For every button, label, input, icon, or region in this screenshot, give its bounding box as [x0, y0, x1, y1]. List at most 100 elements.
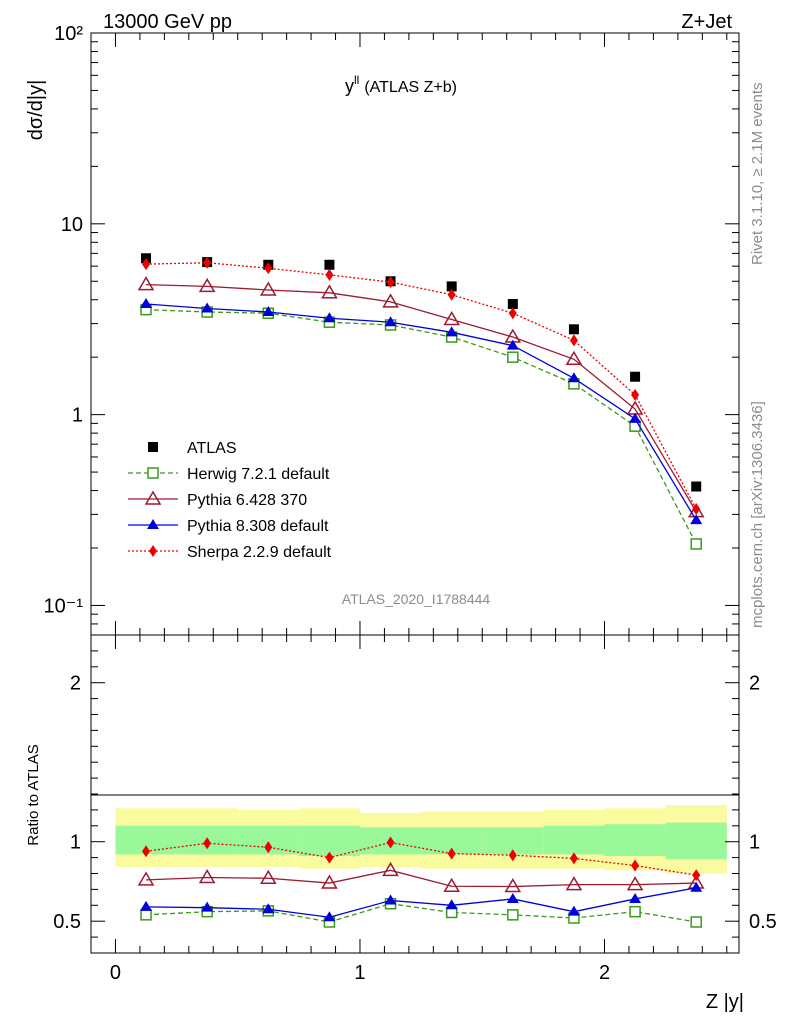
ratio-series-2-point-5 — [445, 899, 458, 910]
main-series-3-point-3 — [323, 312, 336, 323]
main-series-3-point-8 — [629, 412, 642, 423]
ratio-ytick-label-1: 1 — [70, 832, 81, 854]
ratio-series-2-point-9 — [690, 881, 703, 892]
ratio-series-1-point-3 — [321, 874, 338, 889]
ratio-ytick-label-right-1: 1 — [749, 832, 760, 854]
main-series-2-point-5 — [443, 311, 460, 326]
ratio-xtick-label-1: 1 — [354, 962, 365, 984]
ratio-series-1-point-2 — [259, 869, 277, 885]
ratio-series-3-point-9 — [692, 869, 701, 882]
ratio-series-1-line — [145, 869, 697, 888]
ratio-ytick-label-right-2: 2 — [749, 673, 760, 695]
ratio-y-axis: 0.5 0.5 1 1 2 2 — [53, 650, 777, 938]
main-series-3-point-9 — [690, 514, 703, 525]
main-series-4-point-6 — [508, 307, 517, 320]
ratio-bands — [115, 805, 727, 874]
ratio-inner-band-3 — [298, 825, 360, 857]
main-series-3-point-2 — [262, 306, 275, 317]
ratio-series-3-line — [145, 841, 697, 876]
ratio-series-3-point-1 — [203, 837, 212, 850]
main-ytick-label-3: 10² — [54, 23, 83, 45]
legend-label-3: Pythia 8.308 default — [187, 518, 329, 535]
main-series-4-line — [146, 262, 697, 510]
main-series-3-point-0 — [140, 297, 153, 308]
main-series-3-point-4 — [384, 316, 397, 327]
main-series-group — [137, 253, 705, 550]
ratio-series-group — [137, 836, 705, 928]
main-series-4-point-2 — [264, 262, 273, 275]
legend-entry-0: ATLAS — [148, 440, 237, 457]
ratio-series-1-point-6 — [504, 878, 522, 893]
ratio-ytick-label-2: 2 — [70, 673, 81, 695]
ratio-series-3 — [142, 836, 701, 882]
main-title: yll (ATLAS Z+b) — [345, 73, 457, 96]
ratio-series-3-point-5 — [447, 847, 456, 860]
ratio-series-2-point-6 — [506, 892, 519, 903]
ratio-series-3-point-6 — [508, 849, 517, 862]
ratio-x-axis: 0 1 2 — [110, 635, 728, 984]
ratio-series-2 — [140, 881, 703, 922]
main-series-2-point-1 — [198, 277, 216, 293]
watermark: ATLAS_2020_I1788444 — [342, 591, 491, 607]
main-series-2-point-7 — [565, 350, 583, 366]
main-series-0-point-7 — [568, 324, 579, 335]
ratio-series-0-point-6 — [507, 909, 519, 921]
header-right: Z+Jet — [681, 11, 732, 33]
main-ytick-label-2: 10 — [61, 214, 83, 236]
ratio-series-2-point-2 — [262, 903, 275, 914]
legend: ATLAS Herwig 7.2.1 default Pythia 6.428 37… — [128, 440, 332, 561]
main-series-2-line — [146, 283, 697, 513]
legend-label-0: ATLAS — [187, 440, 237, 457]
main-series-3-point-5 — [445, 326, 458, 337]
ratio-series-3-point-3 — [325, 851, 334, 864]
legend-label-2: Pythia 6.428 370 — [187, 492, 307, 509]
ratio-series-2-point-1 — [201, 901, 214, 912]
ratio-series-2-point-0 — [140, 900, 153, 911]
mcplots-label: mcplots.cern.ch [arXiv:1306.3436] — [749, 401, 766, 628]
ratio-xtick-label-2: 2 — [599, 962, 610, 984]
ratio-series-3-point-7 — [569, 852, 578, 865]
ratio-series-1-point-8 — [626, 876, 644, 891]
ratio-series-0-point-0 — [140, 909, 152, 921]
main-series-2-point-3 — [321, 284, 338, 299]
ratio-series-2-point-8 — [629, 892, 642, 903]
main-series-0-point-5 — [446, 281, 457, 292]
header-left: 13000 GeV pp — [103, 11, 232, 33]
ratio-inner-band-7 — [543, 825, 605, 855]
ratio-inner-band-8 — [604, 824, 666, 857]
main-series-4-point-0 — [142, 258, 151, 271]
ratio-series-0-line — [145, 903, 697, 923]
legend-entry-4: Sherpa 2.2.9 default — [128, 544, 332, 561]
main-series-2-point-0 — [137, 276, 155, 291]
ratio-series-2-point-7 — [567, 905, 580, 916]
main-series-0-point-6 — [507, 298, 518, 309]
x-axis-label: Z |y| — [706, 991, 744, 1013]
main-series-3-point-7 — [567, 372, 580, 383]
main-title-sup: ll — [354, 73, 359, 87]
main-ytick-label-1: 1 — [72, 405, 83, 427]
ratio-series-2-line — [146, 887, 697, 918]
ratio-series-0-point-8 — [629, 905, 641, 918]
main-ytick-label-0: 10⁻¹ — [44, 595, 84, 617]
rivet-label: Rivet 3.1.10, ≥ 2.1M events — [749, 83, 766, 266]
main-x-axis — [114, 33, 728, 635]
ratio-xtick-label-0: 0 — [110, 962, 121, 984]
main-series-0-point-3 — [324, 259, 335, 270]
ratio-series-3-point-4 — [386, 836, 395, 849]
main-series-1 — [140, 303, 702, 550]
ratio-series-1-point-5 — [443, 877, 460, 892]
ratio-series-2-point-4 — [384, 894, 397, 905]
ratio-frame — [90, 634, 740, 954]
main-y-label: dσ/d|y| — [25, 80, 47, 141]
main-series-2-point-4 — [382, 293, 399, 308]
legend-marker-1 — [147, 467, 159, 479]
legend-label-1: Herwig 7.2.1 default — [187, 466, 330, 483]
main-title-rest: (ATLAS Z+b) — [364, 79, 457, 96]
legend-marker-3 — [147, 519, 159, 529]
ratio-series-3-point-0 — [142, 845, 151, 858]
main-series-4 — [142, 256, 701, 516]
main-series-3-point-6 — [506, 339, 519, 350]
main-title-var: y — [345, 76, 354, 96]
legend-marker-0 — [148, 442, 158, 452]
